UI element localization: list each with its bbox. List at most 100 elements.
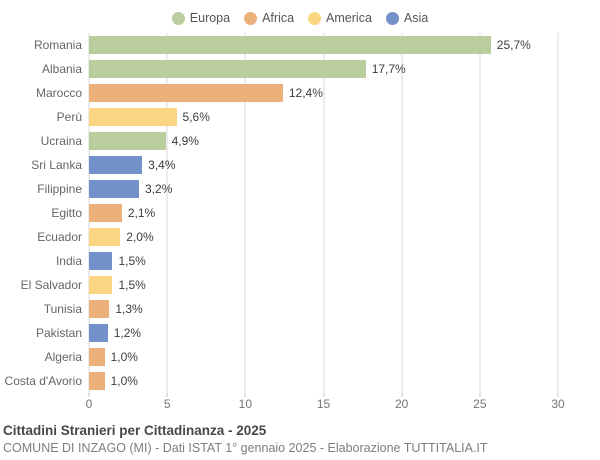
bar-track: 25,7% [89, 36, 558, 54]
x-tick-mark [401, 393, 403, 397]
x-tick-mark [323, 393, 324, 397]
category-label: Filippine [37, 182, 82, 196]
category-label: Sri Lanka [31, 158, 82, 172]
africa-series-marker-icon [244, 11, 258, 25]
chart-row: Pakistan 1,2% [0, 321, 600, 345]
bar-track: 3,2% [89, 180, 558, 198]
bar-el-salvador[interactable] [89, 276, 113, 294]
gridline [166, 33, 168, 393]
bar-track: 1,3% [89, 300, 558, 318]
legend-item-africa[interactable]: Africa [244, 11, 294, 25]
chart-title: Cittadini Stranieri per Cittadinanza - 2… [3, 423, 267, 438]
bar-sri-lanka[interactable] [89, 156, 143, 174]
gridline [479, 33, 481, 393]
bar-india[interactable] [89, 252, 113, 270]
value-label: 17,7% [371, 62, 406, 76]
bar-track: 4,9% [89, 132, 558, 150]
bar-algeria[interactable] [89, 348, 105, 366]
bar-track: 17,7% [89, 60, 558, 78]
legend-label: Europa [189, 11, 231, 25]
value-label: 1,5% [118, 278, 146, 292]
value-label: 3,4% [148, 158, 176, 172]
value-label: 1,5% [118, 254, 146, 268]
bar-albania[interactable] [89, 60, 366, 78]
legend-item-america[interactable]: America [308, 11, 372, 25]
category-label: Tunisia [43, 302, 82, 316]
x-tick-mark [479, 393, 481, 397]
x-tick-label: 30 [551, 397, 565, 411]
chart-subtitle: COMUNE DI INZAGO (MI) - Dati ISTAT 1° ge… [3, 441, 488, 455]
bar-ecuador[interactable] [89, 228, 121, 246]
gridline [557, 33, 559, 393]
legend-label: Africa [262, 11, 295, 25]
category-label: El Salvador [20, 278, 82, 292]
chart-row: El Salvador 1,5% [0, 273, 600, 297]
bar-track: 1,0% [89, 348, 558, 366]
europa-series-marker-icon [171, 11, 185, 25]
gridline [323, 33, 324, 393]
asia-series-marker-icon [385, 11, 399, 25]
bar-ucraina[interactable] [89, 132, 166, 150]
chart-row: Algeria 1,0% [0, 345, 600, 369]
category-label: Ecuador [37, 230, 82, 244]
value-label: 1,0% [110, 350, 138, 364]
gridline [244, 33, 246, 393]
chart-row: Filippine 3,2% [0, 177, 600, 201]
x-axis: 0 5 10 15 20 25 30 [0, 393, 600, 413]
x-tick-label: 0 [85, 397, 93, 411]
chart-row: Egitto 2,1% [0, 201, 600, 225]
bar-track: 1,0% [89, 372, 558, 390]
category-label: Algeria [44, 350, 82, 364]
category-label: Marocco [35, 86, 82, 100]
value-label: 5,6% [182, 110, 210, 124]
bar-track: 2,1% [89, 204, 558, 222]
x-tick-label: 20 [394, 397, 409, 411]
bar-track: 1,5% [89, 276, 558, 294]
x-tick-label: 25 [473, 397, 487, 411]
bar-pakistan[interactable] [89, 324, 108, 342]
legend-item-asia[interactable]: Asia [385, 11, 429, 25]
bar-filippine[interactable] [89, 180, 140, 198]
category-label: Pakistan [35, 326, 82, 340]
chart-rows: Romania 25,7% Albania 17,7% Marocco 12,4% Perù… [0, 33, 600, 393]
x-tick-mark [557, 393, 559, 397]
value-label: 1,0% [110, 374, 138, 388]
value-label: 4,9% [171, 134, 199, 148]
bar-egitto[interactable] [89, 204, 122, 222]
value-label: 2,1% [127, 206, 156, 220]
bar-track: 1,2% [89, 324, 558, 342]
bar-track: 1,5% [89, 252, 558, 270]
legend: Europa Africa America Asia [0, 0, 600, 27]
value-label: 1,2% [113, 326, 142, 340]
chart-row: Albania 17,7% [0, 57, 600, 81]
x-tick-mark [244, 393, 246, 397]
category-label: India [55, 254, 82, 268]
chart-row: Perù 5,6% [0, 105, 600, 129]
x-axis-spacer [0, 393, 89, 413]
bar-track: 2,0% [89, 228, 558, 246]
x-axis-track: 0 5 10 15 20 25 30 [85, 393, 565, 413]
bar-romania[interactable] [89, 36, 491, 54]
value-label: 25,7% [496, 38, 531, 52]
bar-tunisia[interactable] [89, 300, 110, 318]
bar-per[interactable] [89, 108, 177, 126]
bar-track: 12,4% [89, 84, 558, 102]
x-tick-label: 5 [163, 397, 171, 411]
category-label: Costa d'Avorio [4, 374, 82, 388]
plot-area: Romania 25,7% Albania 17,7% Marocco 12,4% Perù… [0, 33, 600, 393]
gridline [401, 33, 403, 393]
bar-track: 3,4% [89, 156, 558, 174]
legend-item-europa[interactable]: Europa [171, 11, 231, 25]
bar-marocco[interactable] [89, 84, 283, 102]
x-tick-mark [88, 393, 90, 397]
america-series-marker-icon [308, 11, 322, 25]
legend-label: America [326, 11, 372, 25]
chart-row: Tunisia 1,3% [0, 297, 600, 321]
chart-row: Ucraina 4,9% [0, 129, 600, 153]
bar-costa-d-avorio[interactable] [89, 372, 105, 390]
chart-footer: Cittadini Stranieri per Cittadinanza - 2… [0, 413, 600, 455]
legend-label: Asia [403, 11, 429, 25]
value-label: 2,0% [126, 230, 154, 244]
chart-row: Ecuador 2,0% [0, 225, 600, 249]
